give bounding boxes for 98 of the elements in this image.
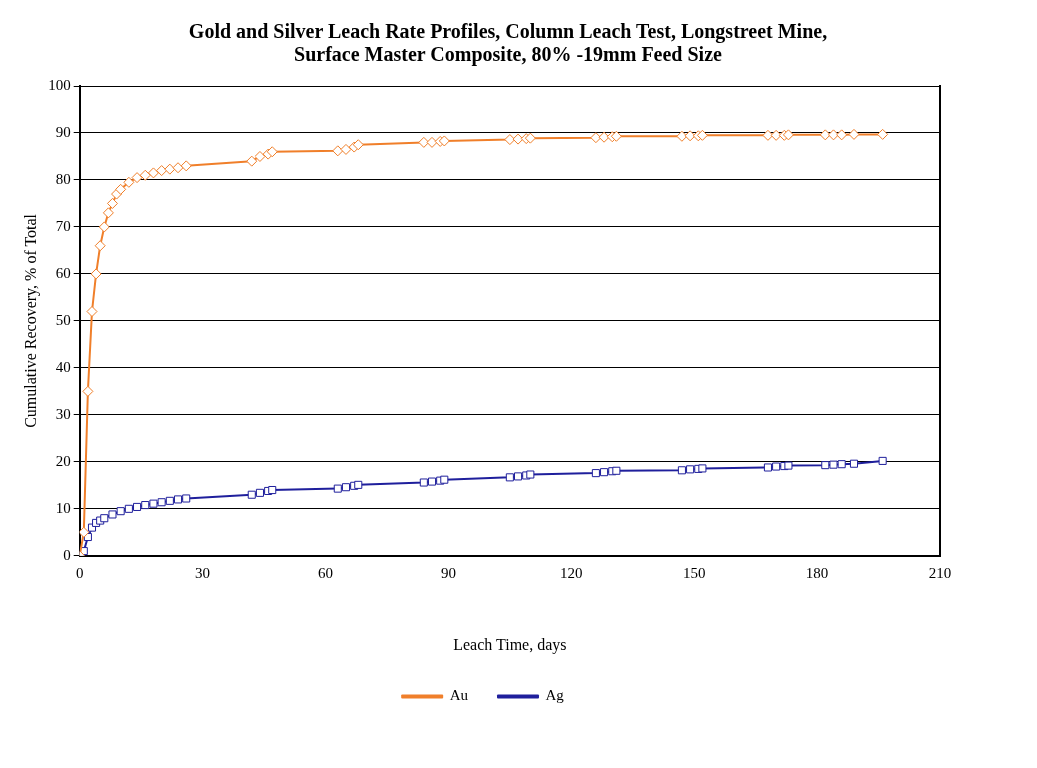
- x-tick-label: 210: [928, 564, 952, 581]
- point: [266, 146, 278, 158]
- point: [79, 526, 90, 538]
- point: [836, 129, 848, 141]
- point: [427, 477, 437, 486]
- point: [827, 129, 839, 141]
- legend-label: Ag: [545, 687, 565, 704]
- x-tick-label: 90: [440, 564, 456, 581]
- point: [763, 463, 772, 472]
- point: [440, 475, 449, 484]
- point: [591, 469, 600, 478]
- point: [354, 480, 363, 489]
- point: [419, 478, 428, 487]
- point: [102, 207, 114, 219]
- point: [149, 499, 158, 508]
- point: [255, 488, 264, 497]
- point: [514, 472, 523, 481]
- y-tick-label: 90: [55, 123, 71, 140]
- point: [133, 502, 142, 511]
- y-tick-label: 40: [55, 358, 71, 375]
- point: [340, 143, 352, 155]
- y-tick-label: 20: [55, 452, 71, 469]
- point: [829, 460, 838, 469]
- legend-label: Au: [449, 687, 469, 704]
- point: [182, 494, 191, 503]
- point: [696, 129, 708, 141]
- point: [116, 507, 125, 516]
- point: [598, 131, 610, 143]
- point: [505, 473, 514, 482]
- point: [677, 466, 686, 475]
- y-tick-label: 60: [55, 264, 71, 281]
- point: [94, 240, 106, 252]
- y-tick-label: 0: [63, 546, 71, 563]
- point: [332, 145, 344, 157]
- point: [426, 136, 438, 148]
- point: [141, 501, 150, 510]
- point: [157, 498, 166, 507]
- point: [268, 485, 277, 495]
- x-tick-label: 60: [318, 564, 333, 581]
- point: [819, 129, 831, 141]
- point: [172, 162, 184, 174]
- point: [131, 172, 143, 184]
- point: [246, 155, 258, 167]
- point: [612, 466, 621, 475]
- y-tick-label: 80: [55, 170, 71, 187]
- point: [524, 132, 536, 144]
- point: [115, 183, 127, 195]
- y-axis-title: Cumulative Recovery, % of Total: [21, 213, 40, 428]
- point: [848, 128, 860, 140]
- point: [878, 456, 887, 465]
- y-tick-label: 30: [55, 405, 71, 422]
- point: [139, 169, 151, 181]
- point: [849, 459, 859, 468]
- x-tick-label: 0: [75, 564, 84, 581]
- point: [147, 167, 159, 179]
- point: [173, 495, 183, 504]
- y-tick-label: 50: [55, 311, 71, 328]
- point: [438, 135, 450, 147]
- point: [98, 221, 110, 233]
- point: [821, 461, 830, 470]
- chart-title: Gold and Silver Leach Rate Profiles, Column Leach Test, Longstreet Mine, Surface Master Composite, 80% -19mm Feed Size: [188, 20, 828, 66]
- point: [82, 385, 94, 397]
- point: [772, 462, 781, 471]
- point: [108, 510, 117, 519]
- point: [106, 197, 118, 209]
- x-tick-label: 180: [805, 564, 829, 581]
- y-tick-label: 100: [48, 76, 71, 93]
- point: [90, 268, 102, 280]
- point: [180, 160, 192, 172]
- point: [86, 306, 98, 317]
- point: [333, 484, 342, 493]
- point: [247, 490, 256, 499]
- point: [341, 483, 351, 492]
- point: [686, 465, 695, 474]
- point: [877, 128, 889, 140]
- x-axis-title: Leach Time, days: [453, 635, 567, 654]
- y-tick-label: 10: [55, 499, 71, 516]
- point: [254, 150, 266, 162]
- x-tick-label: 120: [560, 564, 583, 581]
- point: [100, 514, 109, 523]
- point: [610, 130, 622, 142]
- point: [676, 130, 688, 142]
- point: [698, 464, 707, 473]
- x-tick-label: 150: [682, 564, 706, 581]
- point: [156, 165, 168, 177]
- point: [782, 129, 794, 141]
- point: [600, 468, 609, 477]
- point: [526, 470, 535, 479]
- point: [165, 496, 174, 505]
- point: [837, 460, 846, 469]
- y-tick-label: 70: [55, 217, 71, 234]
- point: [352, 139, 364, 151]
- point: [784, 461, 793, 470]
- x-tick-label: 30: [195, 564, 211, 581]
- point: [512, 133, 524, 145]
- point: [164, 163, 176, 175]
- point: [123, 176, 135, 188]
- point: [124, 504, 133, 513]
